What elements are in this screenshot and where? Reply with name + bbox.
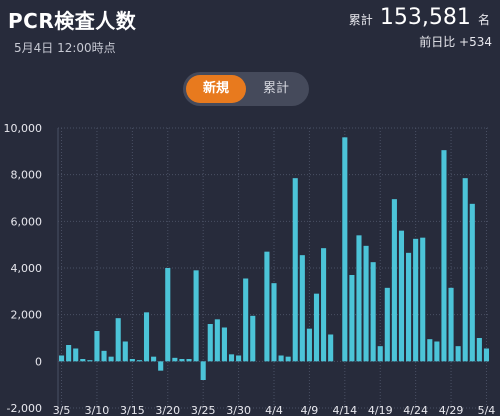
bar[interactable] xyxy=(108,356,114,362)
x-tick-label: 3/5 xyxy=(53,404,71,416)
bar[interactable] xyxy=(469,203,475,362)
bar[interactable] xyxy=(58,355,65,362)
bar[interactable] xyxy=(101,350,107,362)
bar[interactable] xyxy=(363,245,369,362)
x-tick-label: 4/19 xyxy=(368,404,393,416)
bar[interactable] xyxy=(66,345,72,362)
bar[interactable] xyxy=(342,137,348,362)
total-value: 153,581 xyxy=(379,5,471,30)
x-tick-label: 4/24 xyxy=(403,404,428,416)
bar[interactable] xyxy=(172,357,178,362)
bar[interactable] xyxy=(278,355,284,362)
bar[interactable] xyxy=(406,252,412,362)
x-tick-label: 4/9 xyxy=(301,404,319,416)
bar[interactable] xyxy=(370,262,376,362)
bar[interactable] xyxy=(250,315,256,362)
bar[interactable] xyxy=(186,359,192,362)
bar[interactable] xyxy=(306,328,312,362)
bar[interactable] xyxy=(115,318,121,362)
bar[interactable] xyxy=(193,270,199,362)
bar[interactable] xyxy=(384,287,390,362)
bar[interactable] xyxy=(285,356,291,362)
bar[interactable] xyxy=(221,327,227,362)
bar[interactable] xyxy=(391,199,397,362)
x-tick-label: 3/15 xyxy=(120,404,145,416)
bar[interactable] xyxy=(87,360,93,362)
bar[interactable] xyxy=(228,354,235,362)
bar[interactable] xyxy=(158,361,164,371)
y-tick-label: 2,000 xyxy=(11,309,43,322)
x-tick-label: 3/30 xyxy=(226,404,251,416)
bar[interactable] xyxy=(207,324,213,362)
bar[interactable] xyxy=(122,341,128,362)
bar[interactable] xyxy=(214,319,220,362)
bar[interactable] xyxy=(413,238,419,362)
bar[interactable] xyxy=(200,361,206,380)
update-timestamp: 5月4日 12:00時点 xyxy=(14,41,116,55)
bar[interactable] xyxy=(321,248,327,362)
bar[interactable] xyxy=(349,275,355,362)
total-label: 累計 xyxy=(348,13,373,27)
bar[interactable] xyxy=(420,237,426,362)
bar[interactable] xyxy=(434,341,440,362)
x-tick-label: 3/20 xyxy=(155,404,180,416)
y-tick-label: 6,000 xyxy=(11,215,43,228)
y-tick-label: -2,000 xyxy=(7,402,42,415)
bar[interactable] xyxy=(151,356,157,362)
bar[interactable] xyxy=(264,251,270,362)
bar[interactable] xyxy=(179,359,185,362)
y-tick-label: 8,000 xyxy=(11,169,43,182)
bar[interactable] xyxy=(427,339,433,362)
total-unit: 名 xyxy=(477,13,490,27)
chart-axes: -2,000 0 2,000 4,000 6,000 8,000 10,000 3/5 3/10… xyxy=(4,122,496,416)
x-tick-label: 4/4 xyxy=(265,404,283,416)
bar[interactable] xyxy=(462,178,468,362)
bar[interactable] xyxy=(356,235,362,362)
y-tick-label: 0 xyxy=(35,355,42,368)
bar[interactable] xyxy=(236,355,242,362)
total-summary: 累計 153,581 名 xyxy=(349,5,490,30)
x-tick-label: 3/25 xyxy=(191,404,216,416)
bar[interactable] xyxy=(441,150,447,362)
y-tick-label: 4,000 xyxy=(11,262,43,275)
day-over-day-diff: 前日比 +534 xyxy=(419,35,492,49)
toggle-new-button[interactable]: 新規 xyxy=(186,75,246,103)
x-tick-label: 4/29 xyxy=(439,404,464,416)
bar[interactable] xyxy=(143,312,150,362)
bar[interactable] xyxy=(455,346,461,362)
bar[interactable] xyxy=(483,348,490,362)
bar[interactable] xyxy=(271,283,277,362)
bar[interactable] xyxy=(129,359,135,362)
view-toggle: 新規 累計 xyxy=(183,72,309,106)
x-tick-label: 5/4 xyxy=(478,404,496,416)
bar[interactable] xyxy=(73,348,79,362)
bar[interactable] xyxy=(313,293,320,362)
bar[interactable] xyxy=(292,178,298,362)
bar[interactable] xyxy=(328,334,334,362)
bar[interactable] xyxy=(243,278,249,362)
bar[interactable] xyxy=(80,359,86,362)
x-tick-label: 3/10 xyxy=(85,404,110,416)
bar[interactable] xyxy=(136,360,142,362)
page-title: PCR検査人数 xyxy=(8,9,137,33)
bar[interactable] xyxy=(165,268,171,362)
bar[interactable] xyxy=(94,331,100,362)
y-tick-label: 10,000 xyxy=(4,122,43,135)
toggle-cumulative-button[interactable]: 累計 xyxy=(262,81,289,96)
x-tick-label: 4/14 xyxy=(332,404,357,416)
bar[interactable] xyxy=(377,346,383,362)
bar[interactable] xyxy=(299,255,305,362)
bar[interactable] xyxy=(476,338,482,362)
bar[interactable] xyxy=(398,230,405,362)
chart-bars xyxy=(58,137,490,380)
bar[interactable] xyxy=(448,287,454,362)
